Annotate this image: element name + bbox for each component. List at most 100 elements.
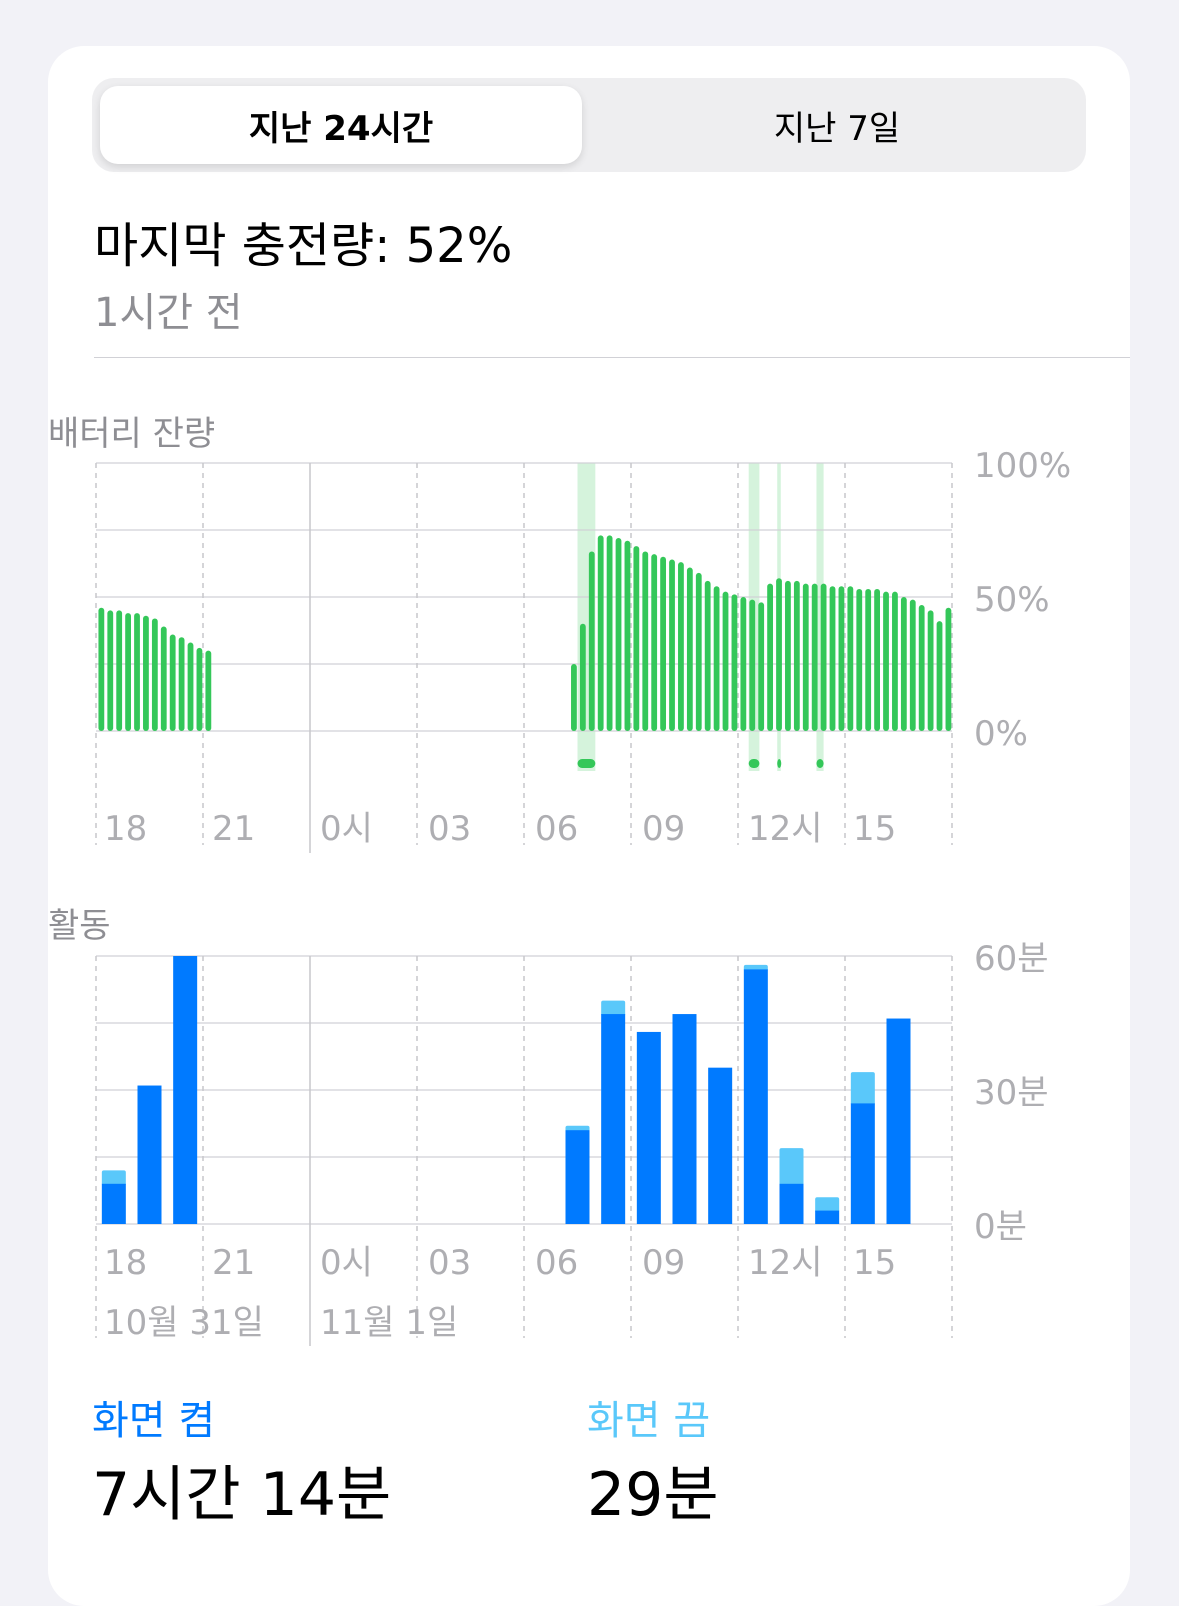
activity-chart[interactable]: 60분 30분 0분 18 21 0시 03 06 09 12시 15 10월 31일 11월 1일 xyxy=(95,939,1049,1346)
charts-svg: 100% 50% 0% 18 21 0시 03 06 09 12시 15 60분 30분 0분 18 21 0… xyxy=(95,446,1071,1346)
battery-bar xyxy=(107,610,114,731)
battery-card: 지난 24시간 지난 7일 마지막 충전량: 52% 1시간 전 xyxy=(48,46,1130,1606)
battery-bar xyxy=(909,599,916,731)
battery-bar xyxy=(686,567,693,731)
battery-bar xyxy=(669,559,675,731)
battery-bar xyxy=(633,546,640,731)
activity-title: 활동 xyxy=(48,906,111,946)
battery-bar xyxy=(847,586,854,731)
activity-x-label: 15 xyxy=(853,1243,896,1283)
activity-x-label: 03 xyxy=(428,1243,471,1283)
battery-chart[interactable]: 100% 50% 0% 18 21 0시 03 06 09 12시 15 xyxy=(95,446,1071,853)
tab-last-24-hours[interactable]: 지난 24시간 xyxy=(100,86,582,164)
activity-x-label: 21 xyxy=(212,1243,255,1283)
battery-x-label: 06 xyxy=(535,809,578,849)
battery-bar xyxy=(98,607,105,731)
battery-bar xyxy=(579,623,586,731)
screen-on-bar xyxy=(850,1103,875,1224)
last-charge-time: 1시간 전 xyxy=(94,290,243,336)
activity-x-label: 06 xyxy=(535,1243,578,1283)
battery-bar xyxy=(588,551,595,731)
screen-on-bar xyxy=(708,1067,733,1224)
battery-bar xyxy=(160,626,167,731)
battery-bar xyxy=(740,597,747,731)
battery-bar xyxy=(615,538,622,731)
activity-x-label: 12시 xyxy=(748,1243,823,1283)
screen-on-bar xyxy=(636,1031,661,1224)
screen-on-bar xyxy=(886,1018,911,1224)
activity-x-label: 18 xyxy=(104,1243,147,1283)
battery-bar xyxy=(722,591,729,731)
battery-x-label: 09 xyxy=(642,809,685,849)
date-label: 11월 1일 xyxy=(320,1303,458,1343)
battery-x-label: 12시 xyxy=(748,809,823,849)
screen-on-bar xyxy=(137,1085,162,1224)
battery-bar xyxy=(918,605,925,731)
battery-bar xyxy=(678,562,684,731)
battery-bar xyxy=(927,610,934,731)
battery-bar xyxy=(597,535,604,731)
tab-last-7-days[interactable]: 지난 7일 xyxy=(773,108,901,149)
battery-bar xyxy=(892,591,898,731)
battery-bar xyxy=(713,586,720,731)
battery-bar xyxy=(651,554,658,731)
battery-bar xyxy=(936,621,943,731)
activity-y-label: 60분 xyxy=(974,939,1049,979)
battery-bar xyxy=(811,583,818,731)
battery-bar xyxy=(785,580,791,731)
charging-marker xyxy=(748,759,760,768)
battery-bar xyxy=(116,610,123,731)
divider xyxy=(94,357,1130,358)
charging-band xyxy=(816,463,824,771)
screen-off-value: 29분 xyxy=(587,1460,719,1530)
screen-off-label: 화면 끔 xyxy=(587,1398,711,1444)
screen-on-bar xyxy=(173,956,198,1224)
battery-bar xyxy=(793,580,800,731)
date-label: 10월 31일 xyxy=(104,1303,264,1343)
battery-x-label: 15 xyxy=(853,809,896,849)
battery-bar xyxy=(642,551,649,731)
battery-bar xyxy=(945,607,952,731)
screen-on-label: 화면 켬 xyxy=(92,1398,216,1444)
charging-marker xyxy=(777,759,782,768)
battery-bar xyxy=(767,583,773,731)
battery-bar xyxy=(695,572,702,731)
battery-bar xyxy=(187,642,194,731)
battery-x-label: 0시 xyxy=(320,809,373,849)
screen-off-bar xyxy=(601,1000,626,1017)
battery-bar xyxy=(838,586,845,731)
battery-level-title: 배터리 잔량 xyxy=(48,414,216,454)
battery-bar xyxy=(820,583,827,731)
screen-on-value: 7시간 14분 xyxy=(92,1460,392,1530)
screen-off-bar xyxy=(101,1170,126,1186)
screen-on-bar xyxy=(672,1014,697,1224)
battery-bar xyxy=(883,591,889,731)
battery-bar xyxy=(125,613,131,731)
battery-bar xyxy=(856,588,863,731)
battery-bar xyxy=(178,637,185,731)
battery-bar xyxy=(749,599,756,731)
battery-bar xyxy=(134,613,140,731)
battery-bar xyxy=(571,664,577,731)
battery-bar xyxy=(196,647,203,731)
battery-bar xyxy=(624,540,631,731)
screen-on-bar xyxy=(101,1183,126,1224)
battery-x-label: 03 xyxy=(428,809,471,849)
battery-bar xyxy=(865,588,872,731)
battery-y-label: 100% xyxy=(974,446,1071,486)
screen-off-bar xyxy=(850,1072,875,1106)
activity-y-label: 0분 xyxy=(974,1207,1027,1247)
activity-x-label: 0시 xyxy=(320,1243,373,1283)
battery-bar xyxy=(205,650,212,731)
battery-x-label: 21 xyxy=(212,809,255,849)
battery-bar xyxy=(151,618,158,731)
time-range-segmented-control: 지난 24시간 지난 7일 xyxy=(92,78,1086,172)
battery-bar xyxy=(900,597,907,731)
charging-marker xyxy=(577,759,596,768)
screen-on-bar xyxy=(601,1014,626,1224)
battery-y-label: 0% xyxy=(974,714,1028,754)
battery-x-label: 18 xyxy=(104,809,147,849)
last-charge-level: 마지막 충전량: 52% xyxy=(94,218,513,274)
battery-bar xyxy=(704,580,711,731)
screen-on-bar xyxy=(743,969,768,1224)
